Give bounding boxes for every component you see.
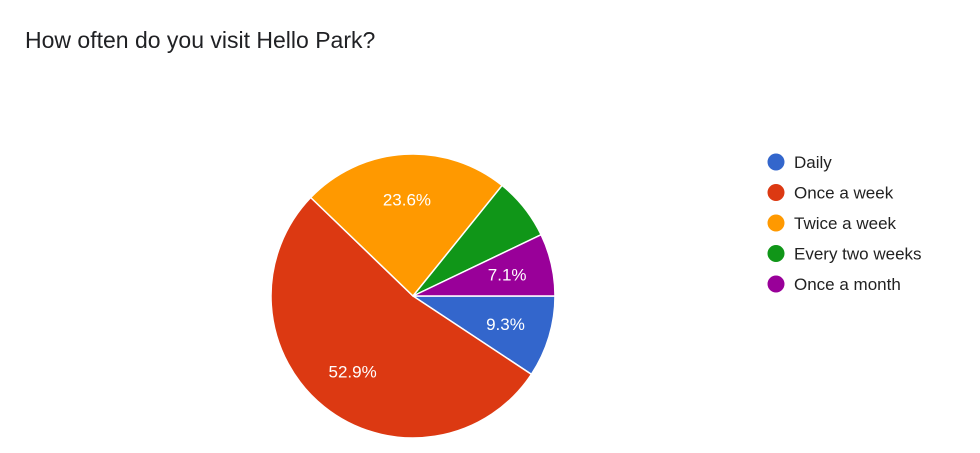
data-label: 23.6% [383, 191, 431, 210]
pie-slice-twice-a-week [309, 153, 504, 298]
pie-slice-once-a-month [412, 233, 556, 297]
pie-slice-once-a-week [270, 196, 533, 439]
legend-marker [767, 214, 785, 232]
legend-marker [767, 275, 785, 293]
pie-slice-daily [410, 295, 556, 376]
legend-label: Once a week [794, 184, 894, 203]
legend-marker [767, 245, 785, 262]
legend-label: Daily [794, 153, 832, 172]
legend-label: Once a month [794, 275, 901, 294]
legend-label: Twice a week [794, 214, 897, 233]
legend-label: Every two weeks [794, 245, 922, 264]
legend-marker [767, 153, 785, 171]
chart-title: How often do you visit Hello Park? [25, 27, 376, 53]
data-label: 7.1% [488, 266, 527, 285]
data-label: 52.9% [329, 362, 377, 381]
data-label: 9.3% [486, 315, 525, 334]
legend-marker [767, 184, 785, 201]
